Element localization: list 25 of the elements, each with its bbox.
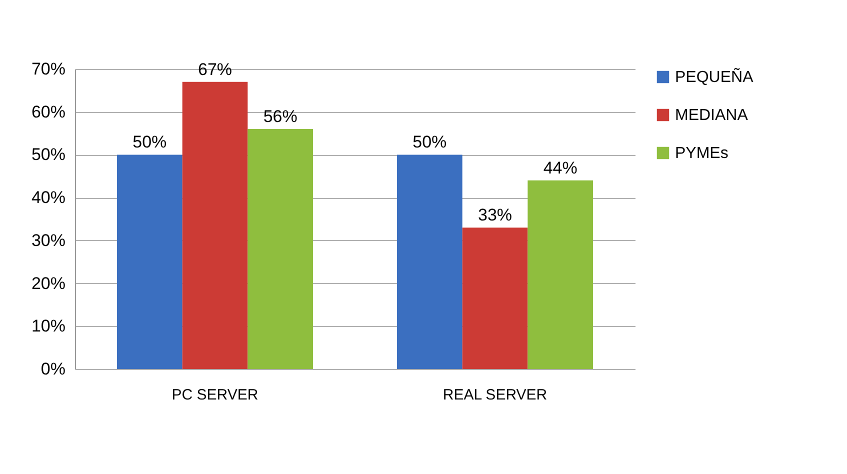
y-tick-label: 10% xyxy=(31,316,66,336)
bar xyxy=(528,180,593,369)
bar xyxy=(117,154,182,369)
y-tick-label: 40% xyxy=(31,188,66,208)
bar xyxy=(397,154,462,369)
bar xyxy=(182,82,248,369)
bar xyxy=(248,129,313,369)
data-label: 67% xyxy=(198,60,232,79)
legend-label: PEQUEÑA xyxy=(675,67,754,86)
y-tick-label: 20% xyxy=(31,274,66,293)
data-label: 44% xyxy=(543,158,578,178)
legend-label: MEDIANA xyxy=(675,107,748,124)
x-tick-label: REAL SERVER xyxy=(442,386,548,404)
data-label: 50% xyxy=(412,132,447,152)
x-tick-label: PC SERVER xyxy=(172,386,258,404)
data-label: 56% xyxy=(263,107,298,126)
data-label: 33% xyxy=(478,206,512,225)
legend-label: PYMEs xyxy=(675,145,728,162)
y-tick-label: 70% xyxy=(31,60,66,78)
y-tick-label: 60% xyxy=(31,102,66,122)
y-tick-label: 0% xyxy=(40,360,66,378)
y-tick-label: 30% xyxy=(31,230,66,250)
data-label: 50% xyxy=(132,132,167,152)
y-tick-label: 50% xyxy=(31,145,66,164)
bar xyxy=(462,228,528,369)
